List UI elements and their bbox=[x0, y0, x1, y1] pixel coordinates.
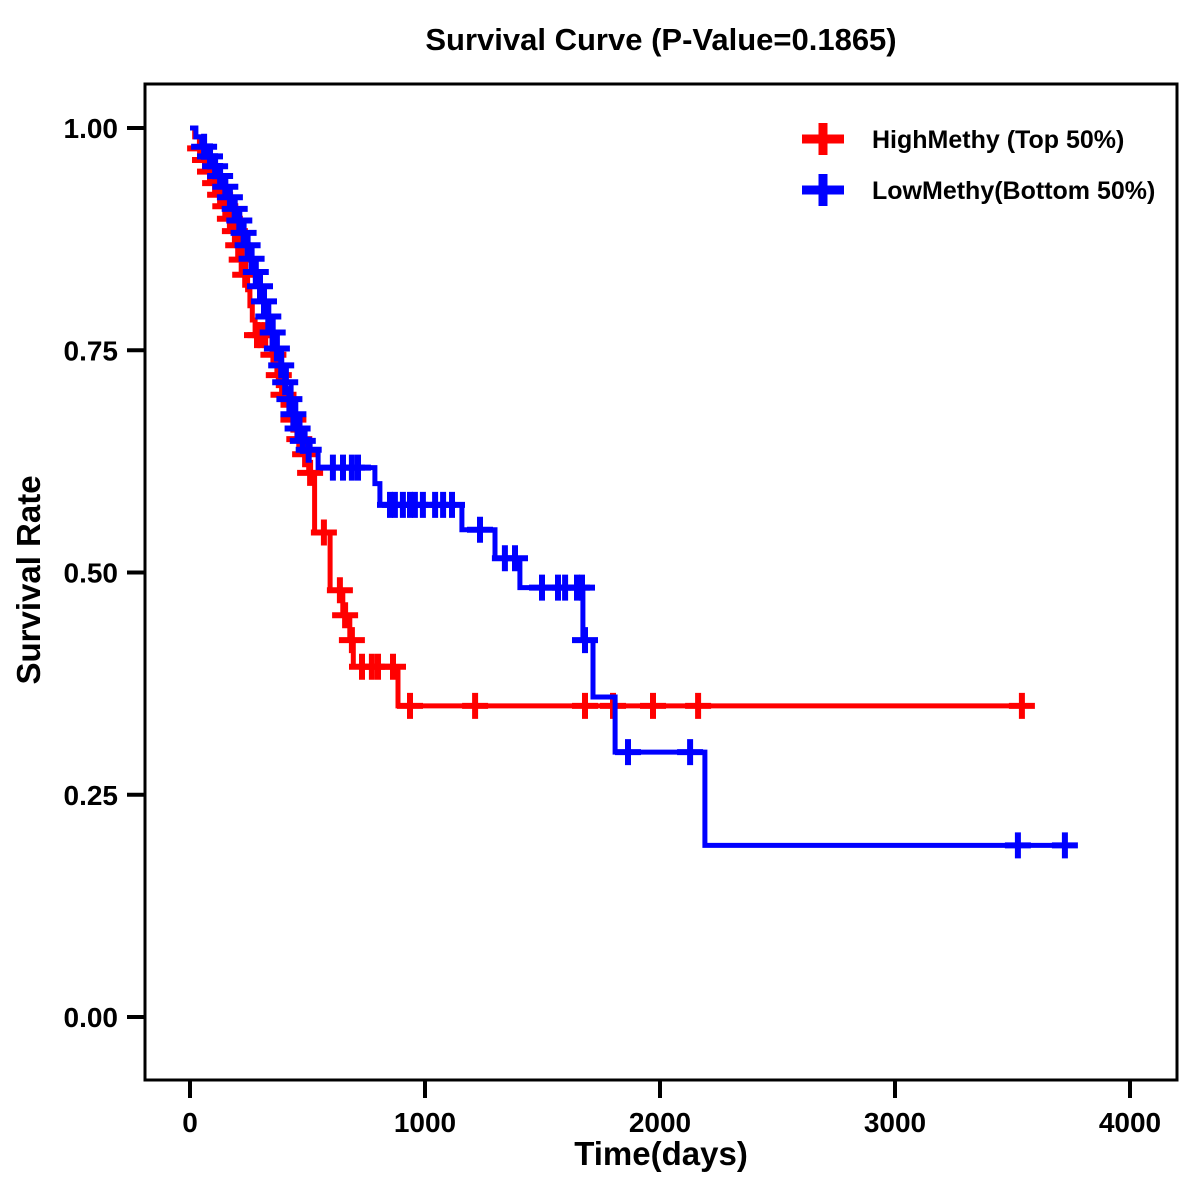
censor-plus-icon bbox=[439, 491, 465, 518]
legend-label: HighMethy (Top 50%) bbox=[872, 126, 1124, 154]
censor-plus-icon bbox=[280, 401, 307, 428]
legend-plus-icon bbox=[802, 174, 844, 206]
y-tick-label: 0.25 bbox=[64, 780, 119, 811]
legend-item-highmethy: HighMethy (Top 50%) bbox=[802, 123, 1124, 155]
censor-plus-icon bbox=[467, 516, 493, 543]
censor-plus-icon bbox=[259, 319, 286, 346]
censor-plus-icon bbox=[677, 739, 704, 766]
censor-plus-icon bbox=[502, 545, 528, 572]
censor-plus-icon bbox=[1004, 832, 1031, 859]
legend: HighMethy (Top 50%) LowMethy(Bottom 50%) bbox=[802, 123, 1155, 206]
censor-plus-icon bbox=[572, 627, 598, 654]
censor-plus-icon bbox=[255, 303, 282, 330]
axes: 0 1000 2000 3000 4000 0.00 0.25 0.50 0.75 1.00 bbox=[64, 113, 1162, 1138]
censor-plus-icon bbox=[685, 692, 712, 719]
x-axis-label: Time(days) bbox=[574, 1135, 748, 1172]
y-tick-label: 0.00 bbox=[64, 1002, 119, 1033]
x-tick-label: 4000 bbox=[1099, 1107, 1161, 1138]
censor-plus-icon bbox=[251, 288, 277, 315]
legend-plus-icon bbox=[802, 123, 844, 155]
plot-frame bbox=[143, 82, 1179, 1082]
censor-plus-icon bbox=[276, 386, 303, 413]
y-tick-label: 0.75 bbox=[64, 335, 119, 366]
censor-plus-icon bbox=[462, 692, 489, 719]
censor-marks-highmethy bbox=[187, 135, 1035, 719]
censor-plus-icon bbox=[297, 459, 324, 486]
y-axis-label: Survival Rate bbox=[10, 475, 47, 684]
chart-title: Survival Curve (P-Value=0.1865) bbox=[425, 22, 896, 57]
censor-plus-icon bbox=[268, 352, 295, 379]
legend-item-lowmethy: LowMethy(Bottom 50%) bbox=[802, 174, 1155, 206]
censor-plus-icon bbox=[242, 259, 269, 285]
censor-plus-icon bbox=[326, 577, 353, 604]
censor-plus-icon bbox=[263, 335, 290, 362]
censor-plus-icon bbox=[234, 232, 261, 259]
censor-plus-icon bbox=[572, 692, 598, 719]
censor-marks-lowmethy bbox=[191, 133, 1078, 859]
censor-plus-icon bbox=[640, 692, 666, 719]
censor-plus-icon bbox=[310, 519, 337, 546]
y-tick-label: 1.00 bbox=[64, 113, 119, 144]
censor-plus-icon bbox=[615, 739, 641, 766]
y-tick-label: 0.50 bbox=[64, 558, 119, 589]
censor-plus-icon bbox=[226, 207, 253, 234]
survival-curves bbox=[187, 125, 1078, 859]
x-tick-label: 1000 bbox=[394, 1107, 456, 1138]
x-tick-label: 0 bbox=[182, 1107, 198, 1138]
legend-label: LowMethy(Bottom 50%) bbox=[872, 177, 1155, 205]
x-tick-label: 2000 bbox=[629, 1107, 691, 1138]
censor-plus-icon bbox=[247, 273, 273, 300]
censor-plus-icon bbox=[380, 653, 406, 680]
censor-plus-icon bbox=[345, 454, 371, 481]
censor-plus-icon bbox=[569, 574, 595, 601]
censor-plus-icon bbox=[397, 692, 423, 719]
x-tick-label: 3000 bbox=[864, 1107, 926, 1138]
censor-plus-icon bbox=[238, 245, 265, 272]
censor-plus-icon bbox=[1008, 692, 1035, 719]
censor-plus-icon bbox=[295, 436, 322, 463]
censor-plus-icon bbox=[332, 602, 359, 629]
censor-plus-icon bbox=[284, 415, 311, 442]
survival-curve-lowmethy bbox=[190, 125, 1072, 848]
censor-plus-icon bbox=[272, 369, 299, 396]
survival-curve-highmethy bbox=[190, 125, 1022, 709]
censor-plus-icon bbox=[338, 627, 365, 654]
censor-plus-icon bbox=[230, 219, 257, 246]
censor-plus-icon bbox=[1051, 832, 1078, 859]
